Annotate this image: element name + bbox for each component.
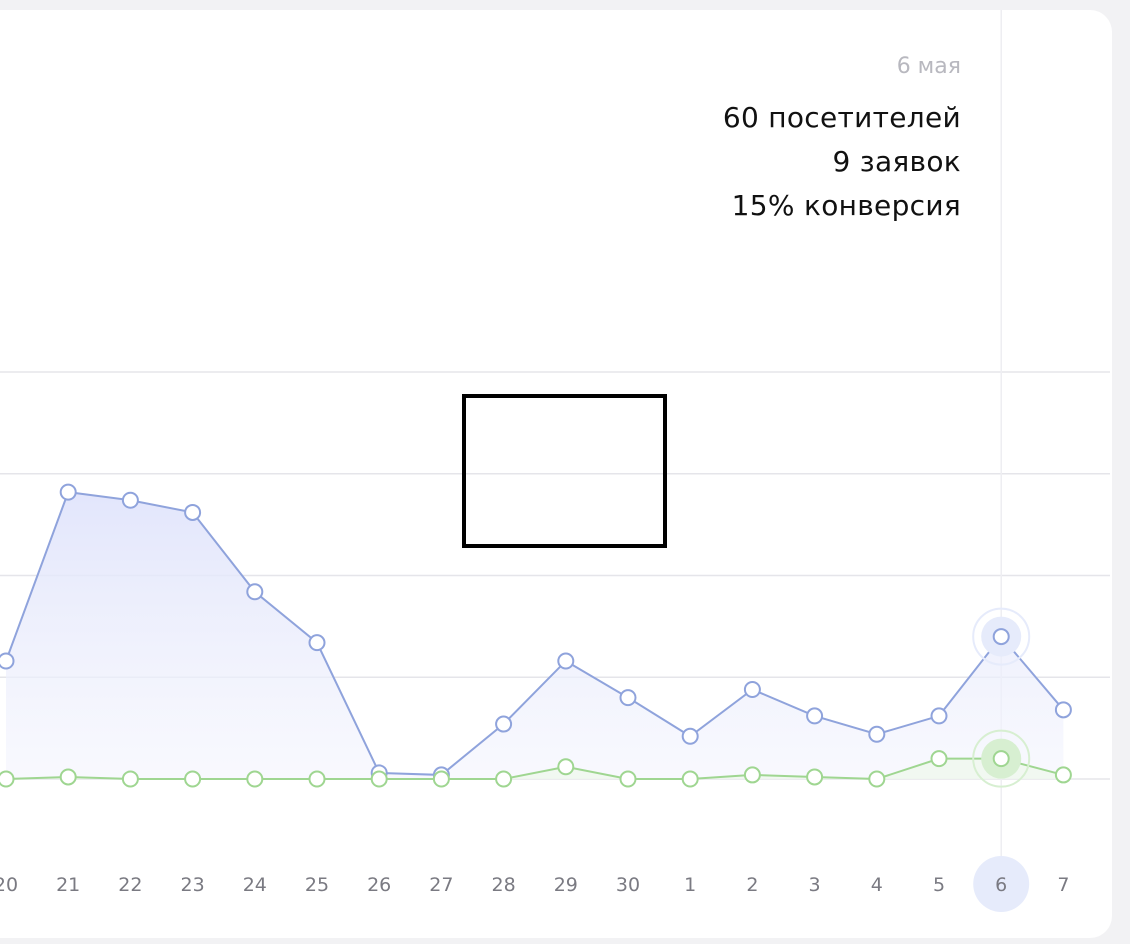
x-tick-label: 7 [1057, 874, 1069, 896]
point-layer [0, 483, 1072, 788]
visitors-point [1054, 701, 1072, 719]
x-tick-label: 2 [746, 874, 758, 896]
x-tick-label: 27 [429, 874, 453, 896]
leads-point [308, 770, 326, 788]
leads-point [495, 770, 513, 788]
x-tick-label: 29 [554, 874, 578, 896]
x-tick-label: 30 [616, 874, 640, 896]
leads-line [5, 757, 1064, 781]
x-tick-label: 28 [492, 874, 516, 896]
leads-point [59, 768, 77, 786]
x-tick-label: 26 [367, 874, 391, 896]
leads-point [992, 750, 1010, 768]
leads-point [184, 770, 202, 788]
visitors-line [5, 491, 1065, 776]
tooltip-conversion: 15% конверсия [731, 189, 961, 222]
x-tick-label: 20 [0, 874, 18, 896]
x-tick-label: 21 [56, 874, 80, 896]
leads-point [681, 770, 699, 788]
highlight-halo [972, 607, 1031, 666]
x-tick-label: 4 [871, 874, 883, 896]
leads-point [121, 770, 139, 788]
leads-point [619, 770, 637, 788]
leads-point [557, 758, 575, 776]
leads-point [806, 768, 824, 786]
visitors-point [121, 491, 139, 509]
chart-tooltip: 6 мая 60 посетителей 9 заявок 15% конвер… [723, 52, 961, 228]
tooltip-visitors: 60 посетителей [722, 101, 961, 134]
leads-point [868, 770, 886, 788]
visitors-point [743, 680, 761, 698]
visitors-point [806, 707, 824, 725]
visitors-area [6, 492, 1064, 779]
visitors-point [308, 634, 326, 652]
visitors-point [246, 583, 264, 601]
x-tick-label: 23 [181, 874, 205, 896]
x-tick-label: 3 [809, 874, 821, 896]
x-tick-label: 24 [243, 874, 267, 896]
leads-point [370, 770, 388, 788]
x-tick-label: 1 [684, 874, 696, 896]
highlight-tick-bubble [973, 856, 1030, 912]
tooltip-date: 6 мая [896, 54, 961, 79]
visitors-point [868, 725, 886, 743]
x-tick-label: 6 [995, 874, 1007, 896]
visitors-point [930, 707, 948, 725]
visitors-point [992, 628, 1010, 646]
line-layer [5, 491, 1065, 781]
visitors-point [0, 652, 15, 670]
visitors-point [184, 503, 202, 521]
area-layer [6, 492, 1064, 779]
selection-box [462, 394, 667, 548]
leads-point [930, 750, 948, 768]
x-tick-label: 5 [933, 874, 945, 896]
leads-point [246, 770, 264, 788]
highlight-halo [972, 729, 1031, 788]
x-tick-label: 25 [305, 874, 329, 896]
tooltip-leads: 9 заявок [832, 145, 961, 178]
visitors-point [557, 652, 575, 670]
leads-point [1054, 766, 1072, 784]
visitors-point [681, 727, 699, 745]
x-tick-label: 22 [118, 874, 142, 896]
leads-area [6, 758, 1064, 779]
visitors-point [59, 483, 77, 501]
leads-point [432, 770, 450, 788]
visitors-point [495, 715, 513, 733]
leads-point [743, 766, 761, 784]
leads-point [0, 770, 15, 788]
visitors-point [619, 689, 637, 707]
x-axis-ticks: 20212223242526272829301234567 [0, 874, 1069, 896]
